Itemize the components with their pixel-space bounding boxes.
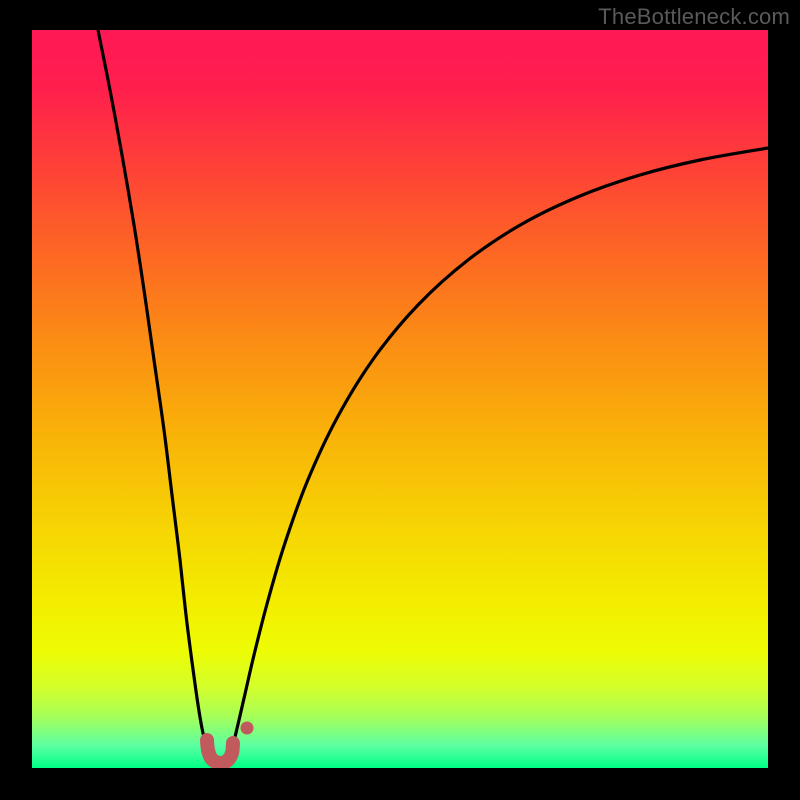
right-dot-marker [241,722,254,735]
left-descending-curve [98,30,208,746]
right-ascending-curve [233,148,768,746]
bottom-u-marker [207,740,233,763]
curve-layer [32,30,768,768]
watermark-text: TheBottleneck.com [598,4,790,30]
plot-area [32,30,768,768]
chart-root: TheBottleneck.com [0,0,800,800]
